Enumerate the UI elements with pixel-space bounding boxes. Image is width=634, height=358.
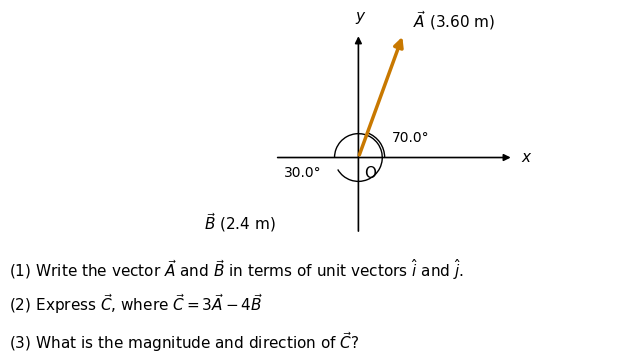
Text: $y$: $y$ <box>355 10 366 26</box>
Text: 30.0°: 30.0° <box>283 165 321 180</box>
Text: (1) Write the vector $\vec{A}$ and $\vec{B}$ in terms of unit vectors $\hat{i}$ : (1) Write the vector $\vec{A}$ and $\vec… <box>10 257 464 282</box>
Text: O: O <box>365 166 377 181</box>
Text: $x$: $x$ <box>521 150 532 165</box>
Text: (2) Express $\vec{C}$, where $\vec{C} = 3\vec{A} - 4\vec{B}$: (2) Express $\vec{C}$, where $\vec{C} = … <box>10 292 263 316</box>
Text: $\vec{A}$ (3.60 m): $\vec{A}$ (3.60 m) <box>413 9 495 32</box>
Text: 70.0°: 70.0° <box>392 131 429 145</box>
Text: $\vec{B}$ (2.4 m): $\vec{B}$ (2.4 m) <box>204 211 275 234</box>
Text: (3) What is the magnitude and direction of $\vec{C}$?: (3) What is the magnitude and direction … <box>10 330 359 354</box>
